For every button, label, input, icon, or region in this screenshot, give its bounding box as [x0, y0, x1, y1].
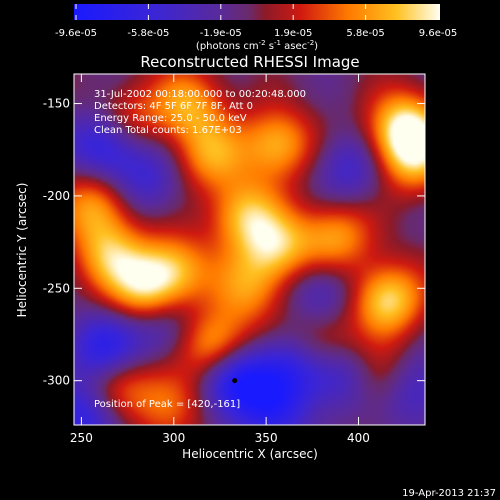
y-tick-label: -200 — [43, 189, 70, 203]
y-axis-tick-labels: -150 -200 -250 -300 — [43, 97, 70, 388]
x-axis-ticks — [80, 74, 359, 425]
annotation-energy-range: Energy Range: 25.0 - 50.0 keV — [94, 113, 247, 124]
colorbar-tick-label: 1.9e-05 — [274, 28, 312, 39]
colorbar-gradient — [74, 4, 440, 20]
x-axis-tick-labels: 250 300 350 400 — [70, 431, 370, 445]
y-tick-label: -250 — [43, 281, 70, 295]
x-tick-label: 400 — [347, 431, 370, 445]
x-tick-label: 300 — [162, 431, 185, 445]
colorbar-tick-label: -5.8e-05 — [127, 28, 169, 39]
colorbar-unit: (photons cm-2 s-1 asec-2) — [196, 39, 318, 52]
colorbar-tick-labels: -9.6e-05 -5.8e-05 -1.9e-05 1.9e-05 5.8e-05 9.… — [55, 28, 457, 39]
x-tick-label: 250 — [70, 431, 93, 445]
footer-timestamp: 19-Apr-2013 21:37 — [402, 488, 496, 499]
minimum-dot — [232, 378, 238, 384]
colorbar-tick-label: 9.6e-05 — [419, 28, 457, 39]
annotation-peak-position: Position of Peak = [420,-161] — [94, 399, 240, 410]
colorbar: -9.6e-05 -5.8e-05 -1.9e-05 1.9e-05 5.8e-05 9.… — [55, 4, 457, 52]
heatmap-image — [74, 74, 425, 425]
y-axis-ticks — [74, 103, 425, 382]
x-tick-label: 350 — [255, 431, 278, 445]
y-tick-label: -150 — [43, 97, 70, 111]
colorbar-tick-label: -1.9e-05 — [200, 28, 242, 39]
chart-title: Reconstructed RHESSI Image — [140, 53, 359, 71]
plot-frame — [73, 73, 426, 426]
annotation-time-range: 31-Jul-2002 00:18:00.000 to 00:20:48.000 — [94, 89, 306, 100]
annotation-block: 31-Jul-2002 00:18:00.000 to 00:20:48.000… — [94, 89, 306, 410]
x-axis-label: Heliocentric X (arcsec) — [182, 447, 318, 461]
annotation-detectors: Detectors: 4F 5F 6F 7F 8F, Att 0 — [94, 101, 253, 112]
plot-area — [73, 73, 426, 426]
y-tick-label: -300 — [43, 374, 70, 388]
colorbar-ticks — [75, 4, 439, 20]
annotation-total-counts: Clean Total counts: 1.67E+03 — [94, 125, 242, 136]
colorbar-tick-label: 5.8e-05 — [346, 28, 384, 39]
colorbar-tick-label: -9.6e-05 — [55, 28, 97, 39]
y-axis-label: Heliocentric Y (arcsec) — [15, 183, 29, 318]
peak-marker — [232, 378, 238, 384]
